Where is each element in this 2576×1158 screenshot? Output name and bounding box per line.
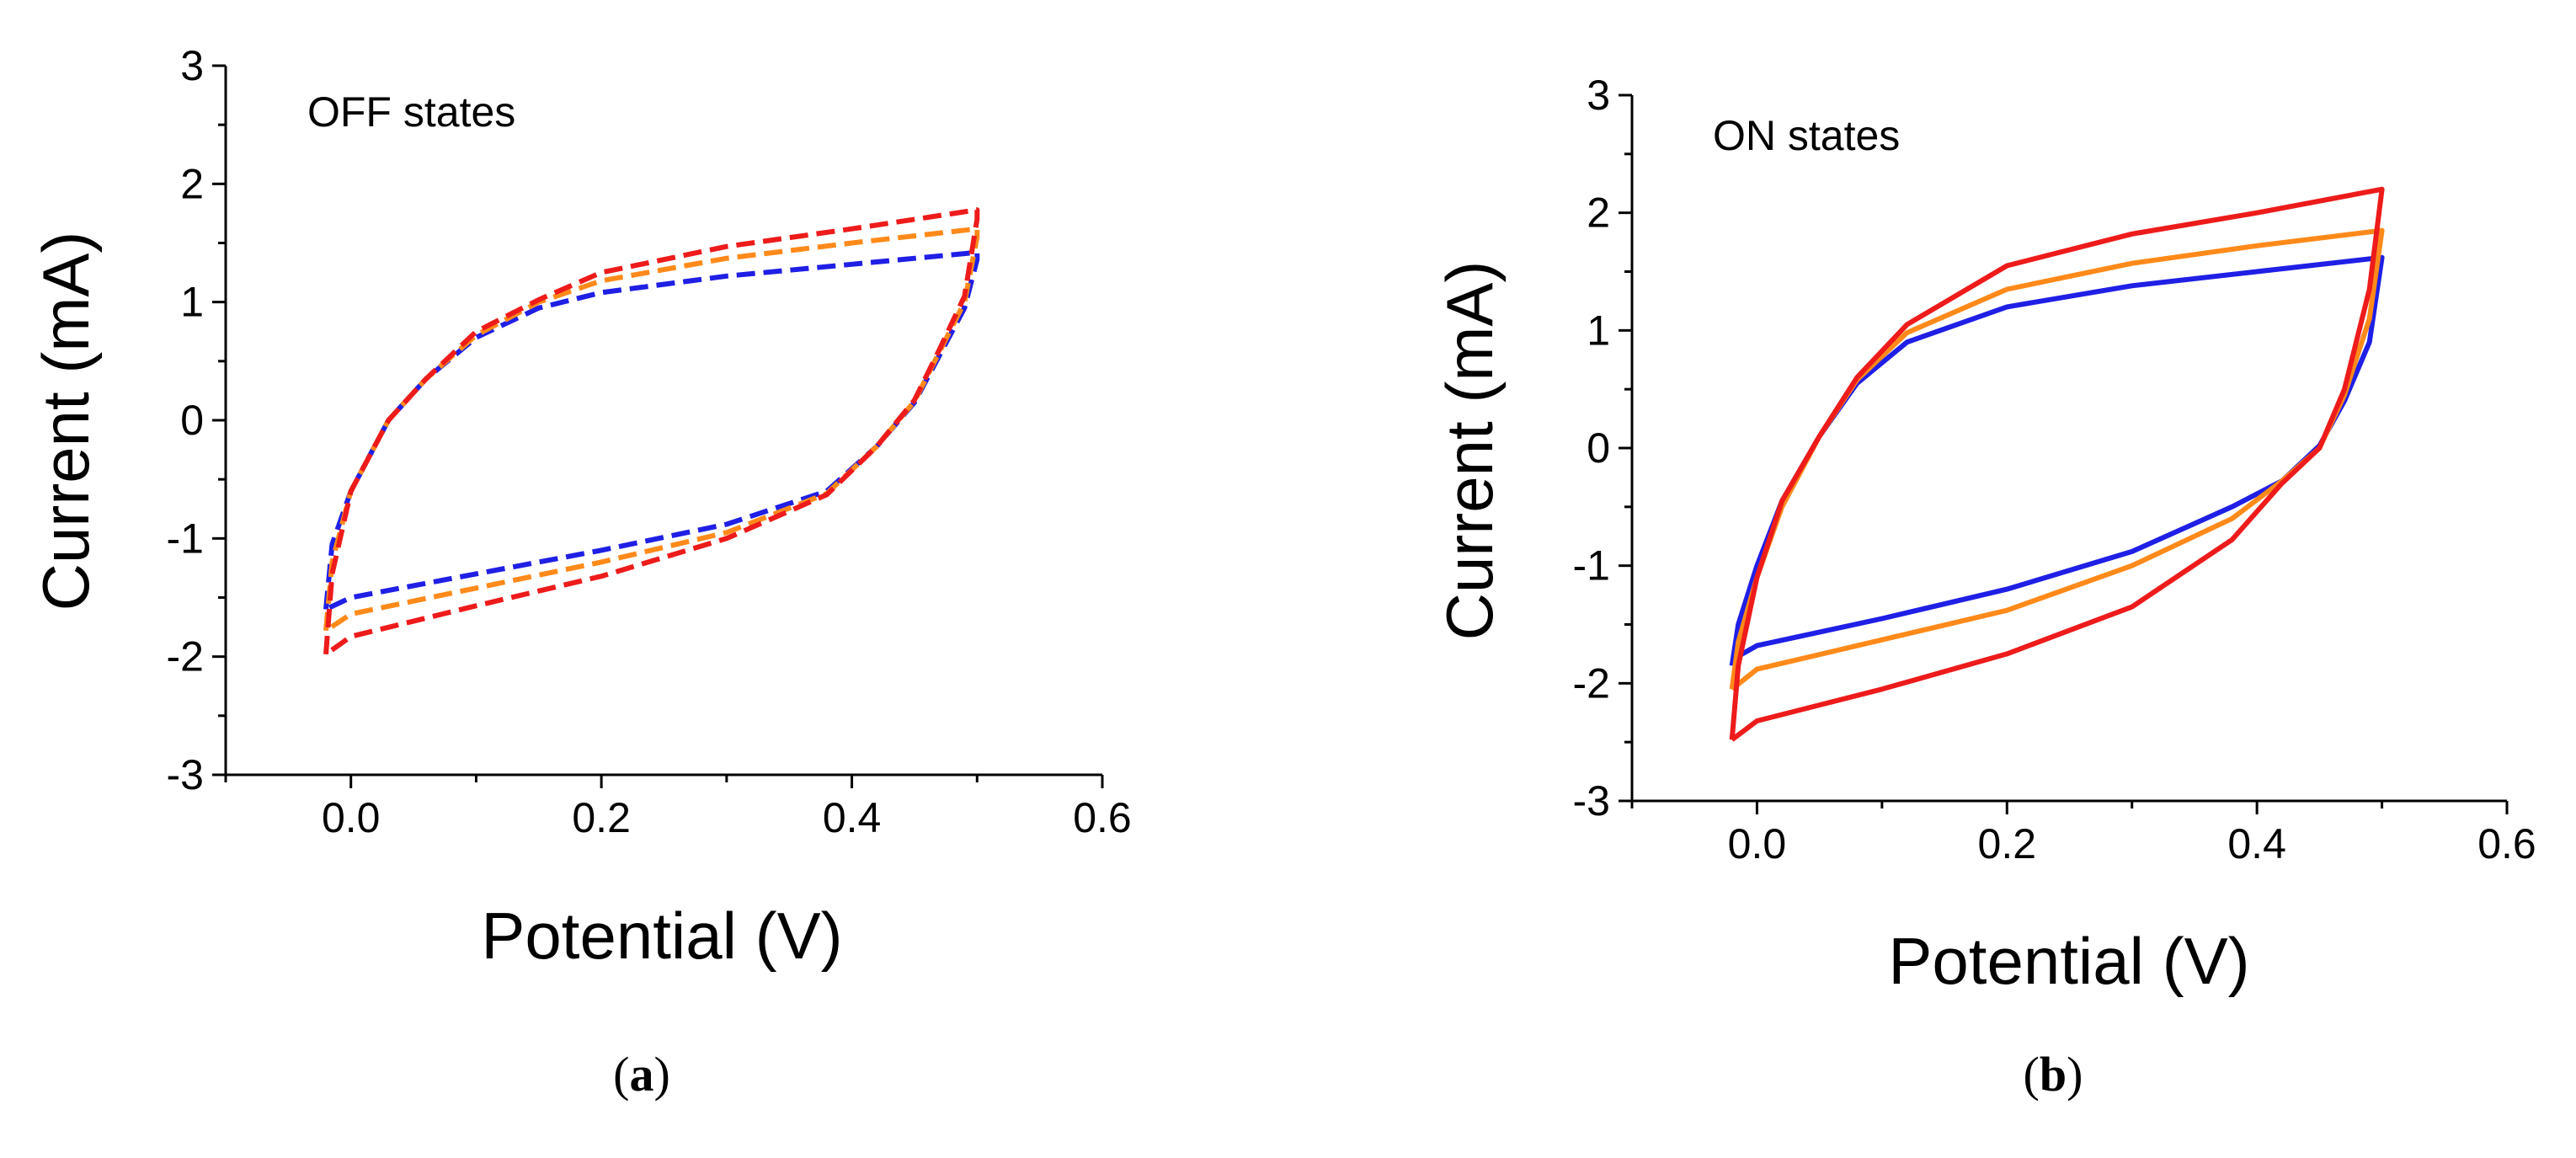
data-lines-a (323, 207, 980, 657)
x-tick-label-b: 0.2 (1978, 820, 2037, 867)
annotation-on-states: ON states (1713, 112, 1900, 159)
series-blue-a (323, 249, 980, 612)
x-tick-label-a: 0.0 (322, 794, 381, 841)
caption-b-open: ( (2024, 1047, 2040, 1102)
y-tick-label-a: 1 (180, 279, 204, 326)
data-lines-b (1729, 186, 2385, 742)
y-tick-label-a: -3 (167, 751, 204, 798)
axes-b: -3 -2 -1 0 1 2 3 0.0 0.2 0.4 0.6 (1573, 72, 2536, 867)
axes-a: -3 -2 -1 0 1 2 3 0.0 0.2 0.4 0.6 (167, 42, 1132, 841)
series-red-b (1729, 186, 2385, 742)
y-tick-label-a: -2 (167, 633, 204, 680)
series-red-a (323, 207, 980, 657)
y-tick-label-b: 1 (1587, 307, 1610, 354)
series-orange-a (323, 226, 980, 633)
y-tick-label-b: -3 (1573, 777, 1610, 824)
caption-a: (a) (613, 1047, 670, 1102)
y-tick-label-a: -1 (167, 515, 204, 562)
y-tick-label-b: 0 (1587, 424, 1610, 472)
x-tick-label-b: 0.4 (2227, 820, 2286, 867)
x-tick-label-b: 0.6 (2477, 820, 2536, 867)
caption-b-letter: b (2040, 1047, 2067, 1102)
x-tick-label-a: 0.6 (1073, 794, 1132, 841)
caption-a-close: ) (654, 1047, 670, 1102)
y-tick-label-b: -1 (1573, 542, 1610, 590)
series-blue-b (1729, 254, 2385, 666)
x-tick-label-a: 0.4 (823, 794, 882, 841)
caption-b: (b) (2024, 1047, 2083, 1102)
y-tick-label-a: 2 (180, 160, 204, 207)
y-tick-label-b: -2 (1573, 659, 1610, 707)
y-tick-label-b: 3 (1587, 72, 1610, 119)
caption-b-close: ) (2067, 1047, 2083, 1102)
x-tick-label-a: 0.2 (572, 794, 631, 841)
annotation-off-states: OFF states (307, 88, 515, 136)
y-axis-label-b: Current (mA) (1432, 261, 1507, 641)
chart-panel-b: -3 -2 -1 0 1 2 3 0.0 0.2 0.4 0.6 ON states Potenti… (1432, 72, 2536, 1102)
x-axis-label-b: Potential (V) (1888, 924, 2249, 998)
y-axis-label-a: Current (mA) (29, 232, 103, 611)
y-tick-label-b: 2 (1587, 189, 1610, 237)
x-tick-label-b: 0.0 (1728, 820, 1787, 867)
y-tick-label-a: 0 (180, 397, 204, 444)
x-axis-label-a: Potential (V) (481, 899, 842, 973)
caption-a-letter: a (630, 1047, 654, 1102)
y-tick-label-a: 3 (180, 42, 204, 89)
chart-panel-a: -3 -2 -1 0 1 2 3 0.0 0.2 0.4 0.6 OFF states Potent… (29, 42, 1132, 1102)
caption-a-open: ( (613, 1047, 629, 1102)
